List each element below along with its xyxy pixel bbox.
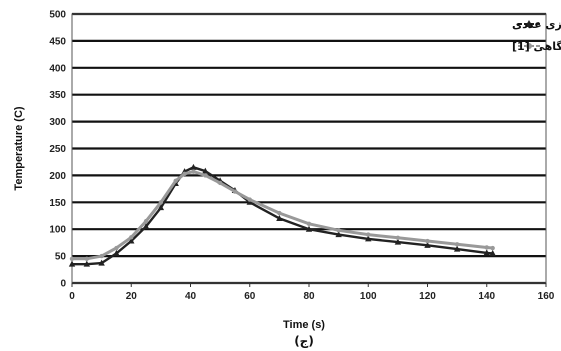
data-point-circle bbox=[203, 173, 208, 178]
data-point-circle bbox=[484, 245, 489, 250]
data-point-triangle bbox=[335, 231, 342, 238]
data-point-circle bbox=[99, 253, 104, 259]
figure-caption: (ج) bbox=[294, 334, 314, 348]
data-point-circle bbox=[129, 235, 134, 240]
data-point-triangle bbox=[98, 259, 105, 266]
series-layer bbox=[68, 163, 496, 267]
data-point-triangle bbox=[483, 249, 490, 256]
y-tick-label: 500 bbox=[49, 10, 66, 21]
data-point-circle bbox=[114, 245, 119, 251]
data-point-circle bbox=[69, 256, 75, 261]
grid-lines bbox=[72, 12, 546, 285]
y-tick-label: 200 bbox=[49, 171, 66, 182]
data-point-triangle bbox=[489, 249, 496, 256]
data-point-triangle bbox=[68, 260, 76, 267]
data-point-circle bbox=[454, 242, 460, 247]
x-tick-label: 80 bbox=[303, 291, 315, 302]
y-tick-label: 250 bbox=[49, 144, 66, 155]
data-point-circle bbox=[395, 235, 401, 241]
data-point-triangle bbox=[453, 245, 461, 252]
legend-triangle-marker bbox=[525, 20, 533, 27]
x-tick-label: 0 bbox=[69, 291, 75, 302]
y-tick-label: 150 bbox=[49, 198, 66, 209]
data-point-circle bbox=[336, 228, 341, 233]
data-point-triangle bbox=[305, 225, 313, 232]
data-point-circle bbox=[247, 197, 252, 202]
data-point-triangle bbox=[276, 214, 283, 221]
data-point-triangle bbox=[157, 204, 165, 211]
data-point-triangle bbox=[365, 235, 372, 242]
data-point-circle bbox=[158, 200, 164, 205]
data-point-triangle bbox=[128, 237, 135, 244]
data-point-circle bbox=[143, 218, 149, 224]
x-tick-label: 20 bbox=[126, 291, 138, 302]
data-point-circle bbox=[232, 189, 238, 194]
y-axis-label: Temperature (C) bbox=[13, 106, 25, 190]
legend-label: شبیه‌سازی عددی bbox=[512, 18, 561, 31]
x-tick-label: 160 bbox=[538, 291, 555, 302]
y-tick-label: 300 bbox=[49, 117, 66, 128]
y-tick-label: 0 bbox=[60, 279, 66, 290]
data-point-circle bbox=[173, 178, 178, 183]
data-point-circle bbox=[490, 245, 495, 251]
data-point-circle bbox=[84, 256, 90, 261]
y-tick-labels: 0 50 100 150 200 250 300 350 400 450 500 bbox=[49, 10, 66, 290]
data-point-triangle bbox=[83, 260, 91, 267]
legend: شبیه‌سازی عددی نتایج آزمایشگاهی [1] bbox=[512, 18, 561, 53]
y-tick-label: 400 bbox=[49, 63, 66, 74]
x-axis-label: Time (s) bbox=[283, 319, 325, 331]
data-point-triangle bbox=[113, 249, 120, 256]
y-tick-label: 50 bbox=[55, 252, 67, 263]
data-point-triangle bbox=[190, 163, 197, 170]
x-tick-label: 60 bbox=[244, 291, 256, 302]
data-point-circle bbox=[306, 221, 312, 227]
y-tick-label: 350 bbox=[49, 90, 66, 101]
data-point-circle bbox=[425, 238, 430, 244]
data-point-circle bbox=[366, 232, 371, 237]
x-tick-label: 140 bbox=[478, 291, 495, 302]
y-tick-label: 100 bbox=[49, 225, 66, 236]
legend-label: نتایج آزمایشگاهی [1] bbox=[512, 39, 561, 53]
data-point-circle bbox=[217, 180, 223, 186]
data-point-triangle bbox=[394, 238, 402, 245]
data-point-circle bbox=[277, 210, 282, 216]
legend-circle-marker bbox=[526, 43, 532, 49]
data-point-triangle bbox=[424, 241, 431, 248]
x-tick-labels: 0 20 40 60 80 100 120 140 160 bbox=[69, 283, 555, 302]
x-tick-label: 40 bbox=[185, 291, 197, 302]
x-tick-label: 120 bbox=[419, 291, 436, 302]
data-point-triangle bbox=[202, 167, 209, 174]
y-tick-label: 450 bbox=[49, 36, 66, 47]
data-point-triangle bbox=[142, 223, 150, 230]
data-point-circle bbox=[182, 171, 187, 176]
data-point-circle bbox=[191, 169, 196, 174]
x-tick-label: 100 bbox=[360, 291, 377, 302]
